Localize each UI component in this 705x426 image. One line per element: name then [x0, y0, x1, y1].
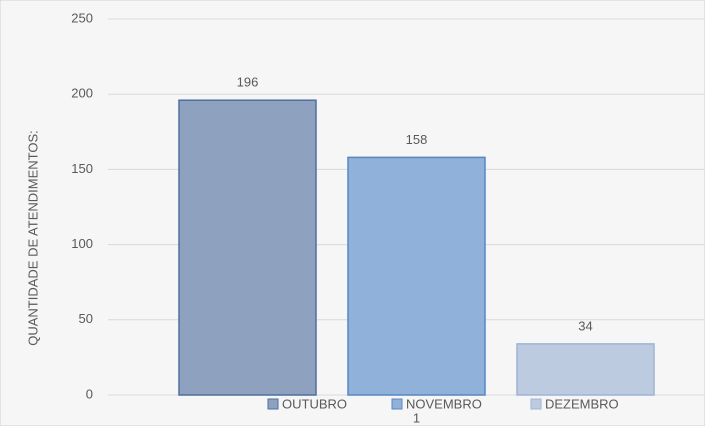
x-tick-label: 1 [413, 410, 420, 425]
data-label: 34 [578, 318, 592, 333]
bar [178, 99, 317, 396]
y-axis-title: QUANTIDADE DE ATENDIMENTOS: [25, 130, 40, 346]
legend-swatch [530, 398, 542, 410]
y-tick-label: 100 [71, 236, 93, 251]
y-tick-label: 50 [79, 311, 93, 326]
data-label: 196 [237, 75, 259, 90]
legend-swatch [391, 398, 403, 410]
y-tick-label: 150 [71, 161, 93, 176]
legend-label: DEZEMBRO [545, 396, 619, 411]
bar [516, 343, 655, 396]
y-tick-label: 200 [71, 86, 93, 101]
bar [347, 156, 486, 396]
legend-label: NOVEMBRO [406, 396, 482, 411]
y-tick-label: 250 [71, 10, 93, 25]
y-tick-label: 0 [86, 386, 93, 401]
legend-swatch [267, 398, 279, 410]
legend-label: OUTUBRO [282, 396, 347, 411]
data-label: 158 [406, 132, 428, 147]
